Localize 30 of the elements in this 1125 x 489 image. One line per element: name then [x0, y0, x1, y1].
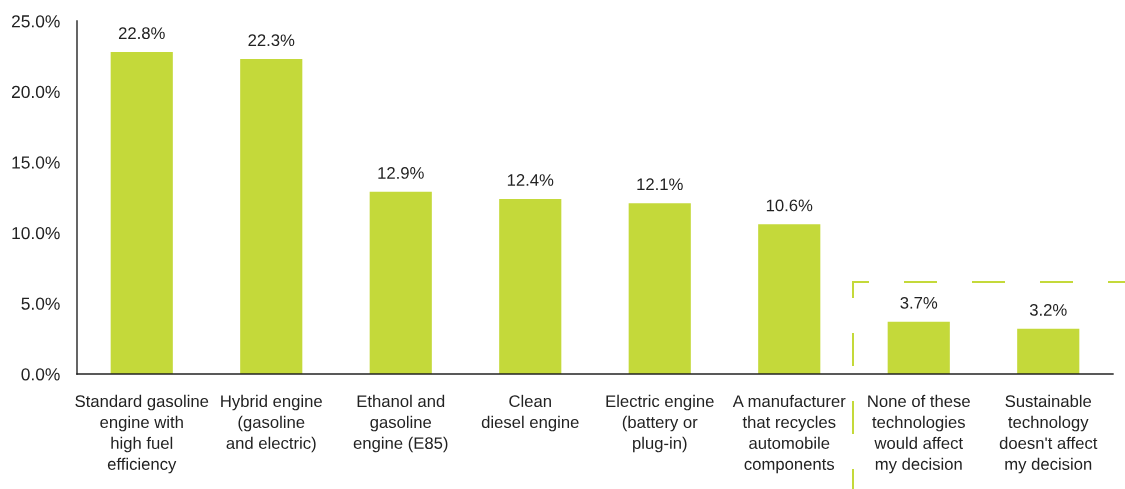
data-label: 3.2%	[1029, 304, 1067, 316]
x-tick-label: Hybrid engine (gasoline and electric)	[221, 394, 322, 453]
bar	[1017, 328, 1080, 374]
bar	[499, 198, 562, 374]
x-tick-label: Ethanol and gasoline engine (E85)	[353, 394, 448, 453]
y-tick-label: 10.0%	[12, 226, 60, 240]
bar	[240, 59, 303, 374]
x-tick-label: Sustainable technology doesn't affect my decision	[999, 394, 1098, 474]
data-label: 12.9%	[378, 167, 424, 179]
y-tick-label: 15.0%	[12, 156, 60, 169]
x-tick-label: None of these technologies would affect my decision	[868, 394, 970, 474]
bar	[628, 203, 691, 374]
bar	[369, 191, 432, 374]
data-label: 12.4%	[507, 174, 554, 186]
bar	[110, 52, 173, 374]
y-tick-label: 0.0%	[21, 368, 60, 381]
data-label: 22.3%	[248, 34, 295, 47]
data-label: 10.6%	[766, 199, 813, 212]
x-tick-label: Standard gasoline engine with high fuel efficiency	[75, 394, 209, 474]
data-label: 22.8%	[118, 27, 165, 40]
data-label: 3.7%	[900, 296, 938, 309]
bar	[758, 224, 821, 374]
data-label: 12.1%	[637, 178, 683, 191]
bar	[887, 321, 950, 374]
y-tick-label: 5.0%	[21, 297, 60, 310]
y-tick-label: 25.0%	[11, 15, 60, 28]
x-tick-label: A manufacturer that recycles automobile components	[732, 394, 846, 474]
y-tick-label: 20.0%	[11, 85, 60, 99]
x-tick-label: Clean diesel engine	[481, 394, 579, 432]
x-tick-label: Electric engine (battery or plug-in)	[606, 394, 714, 453]
